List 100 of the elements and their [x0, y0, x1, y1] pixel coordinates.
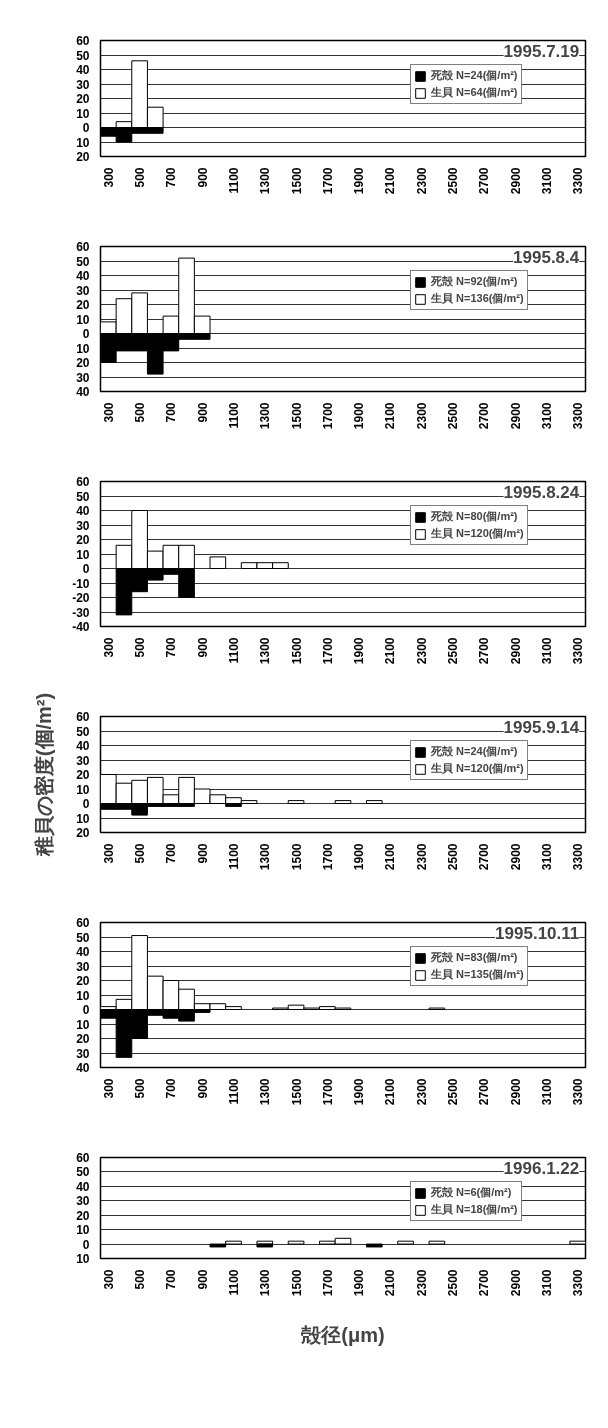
x-tick-label: 2700 [477, 167, 492, 195]
y-tick-label: 60 [76, 34, 90, 48]
y-tick-label: 50 [76, 724, 90, 739]
x-tick-label: 900 [195, 402, 210, 423]
chart-title: 1995.7.19 [503, 41, 580, 61]
x-tick-label: 1300 [258, 402, 273, 430]
x-tick-label: 700 [164, 843, 179, 864]
legend-label: 生貝 N=120(個/m²) [431, 761, 524, 776]
x-tick-label: 3100 [539, 843, 554, 871]
y-tick-label: 60 [76, 240, 90, 254]
y-tick-label: 50 [76, 1165, 90, 1180]
y-tick-label: 30 [76, 753, 90, 768]
y-tick-label: 10 [76, 811, 90, 826]
x-tick-label: 3100 [539, 1078, 554, 1106]
x-tick-label: 2500 [446, 637, 461, 665]
x-tick-label: 300 [101, 843, 116, 864]
x-tick-label: 2900 [508, 1078, 523, 1106]
x-tick-label: 3300 [571, 843, 586, 871]
x-tick-label: 1700 [320, 402, 335, 430]
y-tick-label: 60 [76, 475, 90, 489]
x-tick-label: 3100 [539, 402, 554, 430]
x-tick-label: 1100 [226, 167, 241, 194]
legend-label: 生貝 N=136(個/m²) [431, 291, 524, 306]
chart-title: 1995.10.11 [495, 923, 580, 943]
y-tick-label: 20 [76, 1208, 90, 1223]
x-tick-label: 2300 [414, 1269, 429, 1297]
x-tick-label: 1700 [320, 1078, 335, 1106]
y-tick-label: 0 [82, 797, 90, 811]
y-tick-label: 20 [76, 768, 90, 782]
x-tick-label: 500 [133, 402, 148, 423]
x-tick-label: 700 [164, 637, 179, 658]
bar [334, 800, 352, 804]
y-tick-label: 0 [82, 562, 90, 576]
x-tick-label: 1300 [258, 1078, 273, 1106]
x-tick-label: 700 [164, 402, 179, 423]
x-tick-label: 1700 [320, 167, 335, 195]
x-tick-label: 700 [164, 167, 179, 188]
y-tick-label: 10 [76, 1017, 90, 1032]
x-tick-label: 2300 [414, 167, 429, 195]
x-tick-label: 1300 [258, 1269, 273, 1297]
y-tick-label: 40 [76, 385, 90, 399]
x-tick-label: 2900 [508, 637, 523, 665]
legend-label: 死殻 N=80(個/m²) [431, 509, 518, 524]
x-tick-label: 1700 [320, 1269, 335, 1297]
y-tick-label: 0 [82, 327, 90, 341]
x-tick-label: 3300 [571, 1269, 586, 1297]
y-tick-label: 20 [76, 1032, 90, 1046]
x-tick-label: 900 [195, 637, 210, 658]
x-tick-label: 2300 [414, 843, 429, 871]
y-tick-label: 30 [76, 518, 90, 533]
x-tick-label: 1900 [352, 843, 367, 871]
x-tick-label: 2900 [508, 402, 523, 430]
x-tick-label: 1300 [258, 167, 273, 195]
y-tick-label: 40 [76, 945, 90, 959]
y-tick-label: 10 [76, 106, 90, 121]
x-tick-label: 2300 [414, 402, 429, 430]
y-tick-label: 20 [76, 826, 90, 840]
x-tick-label: 2700 [477, 402, 492, 430]
y-tick-label: -20 [72, 591, 90, 605]
x-tick-label: 2100 [383, 637, 398, 665]
legend-label: 生貝 N=135(個/m²) [431, 967, 524, 982]
x-tick-label: 2300 [414, 1078, 429, 1106]
x-tick-label: 1500 [289, 402, 304, 430]
x-tick-label: 300 [101, 1078, 116, 1099]
x-tick-label: 2500 [446, 1269, 461, 1297]
y-tick-label: 10 [76, 135, 90, 150]
x-tick-label: 2300 [414, 637, 429, 665]
x-tick-label: 3300 [571, 402, 586, 430]
x-tick-label: 1900 [352, 637, 367, 665]
y-tick-label: 20 [76, 92, 90, 106]
x-tick-label: 700 [164, 1078, 179, 1099]
chart-title: 1996.1.22 [503, 1158, 580, 1178]
x-tick-label: 2900 [508, 167, 523, 195]
legend-label: 生貝 N=120(個/m²) [431, 526, 524, 541]
x-tick-label: 1900 [352, 167, 367, 195]
x-tick-label: 1500 [289, 1078, 304, 1106]
y-tick-label: 0 [82, 1003, 90, 1017]
x-axis-title: 殻径(μm) [300, 1324, 385, 1347]
y-tick-label: 60 [76, 710, 90, 724]
x-tick-label: 3300 [571, 1078, 586, 1106]
x-tick-label: 1100 [226, 843, 241, 870]
x-tick-label: 2100 [383, 402, 398, 430]
legend-label: 死殻 N=83(個/m²) [431, 950, 518, 965]
x-tick-label: 300 [101, 1269, 116, 1290]
x-tick-label: 2500 [446, 167, 461, 195]
x-tick-label: 500 [133, 1269, 148, 1290]
x-tick-label: 500 [133, 1078, 148, 1099]
y-tick-label: 50 [76, 489, 90, 504]
y-tick-label: 50 [76, 48, 90, 63]
y-tick-label: 30 [76, 1194, 90, 1209]
x-tick-label: 500 [133, 167, 148, 188]
x-tick-label: 1500 [289, 167, 304, 195]
y-tick-label: 40 [76, 1061, 90, 1075]
x-tick-label: 3100 [539, 637, 554, 665]
x-tick-label: 1900 [352, 402, 367, 430]
x-tick-label: 1100 [226, 1269, 241, 1296]
legend-label: 死殻 N=92(個/m²) [431, 274, 518, 289]
y-tick-label: 10 [76, 1252, 90, 1266]
x-tick-label: 1300 [258, 843, 273, 871]
y-tick-label: 30 [76, 370, 90, 385]
